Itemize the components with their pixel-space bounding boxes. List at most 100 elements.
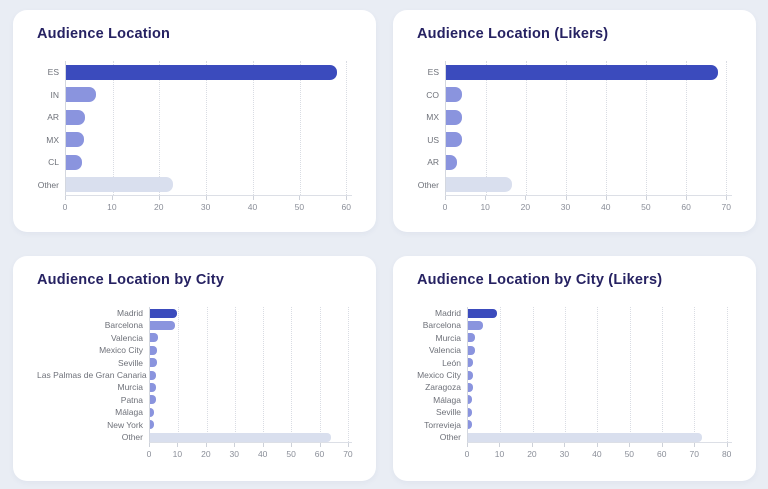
tick-label: 50 [624, 449, 635, 460]
tick-mark [346, 196, 348, 200]
gridline [206, 61, 208, 195]
bar-es [446, 64, 719, 80]
bar-row [66, 61, 352, 84]
category-label: Barcelona [104, 320, 143, 331]
category-label: Other [439, 431, 461, 442]
category-label: MX [46, 134, 59, 145]
bar-murcia [468, 333, 476, 343]
gridline [178, 307, 180, 443]
category-label: Las Palmas de Gran Canaria [37, 369, 147, 380]
category-label: Other [417, 179, 439, 190]
tick-mark [319, 443, 321, 448]
chart-card-audience-location-by-city-likers: Audience Location by City (Likers) Madri… [393, 256, 756, 481]
gridline [500, 307, 502, 443]
category-label: Valencia [111, 332, 143, 343]
bar-row [66, 174, 352, 197]
bar-row [468, 431, 732, 443]
tick-label: 10 [480, 202, 490, 212]
category-label: Madrid [117, 308, 143, 318]
tick-mark [347, 443, 349, 448]
tick-mark [445, 196, 446, 200]
bar-other [66, 177, 174, 193]
tick-mark [686, 196, 688, 200]
bar-row [150, 419, 352, 431]
bar-row [446, 151, 732, 174]
bar-row [150, 369, 352, 381]
bar-valencia [468, 345, 476, 355]
tick-mark [252, 196, 254, 200]
gridline [319, 307, 321, 443]
x-axis: 0 10 20 30 40 50 60 [63, 196, 352, 213]
tick-mark [694, 443, 696, 448]
bar-málaga [468, 395, 473, 405]
bar-las-palmas-de-gran-canaria [150, 370, 156, 380]
tick-label: 70 [689, 449, 699, 460]
tick-mark [111, 196, 113, 200]
gridline [532, 307, 534, 443]
gridline [526, 61, 528, 195]
bar-row [468, 357, 732, 369]
tick-label: 20 [201, 449, 211, 460]
gridline [346, 61, 348, 195]
bar-chart-audience-location-by-city-likers: Madrid Barcelona Murcia Valencia León Mexico … [417, 307, 732, 460]
bar-row [468, 307, 732, 319]
bar-barcelona [468, 321, 483, 331]
bar-mexico-city [468, 370, 474, 380]
bar-seville [468, 407, 473, 417]
category-label: CO [426, 89, 439, 100]
category-label: Valencia [429, 345, 461, 356]
bar-row [150, 406, 352, 418]
plot-area [467, 307, 732, 444]
tick-label: 40 [257, 449, 268, 460]
tick-mark [525, 196, 527, 200]
gridline [646, 61, 648, 195]
tick-label: 0 [442, 202, 448, 212]
bar-row [468, 419, 732, 431]
bar-mx [446, 109, 463, 125]
category-label: AR [427, 157, 439, 167]
bar-row [150, 431, 352, 443]
tick-mark [485, 196, 487, 200]
tick-label: 80 [721, 449, 732, 460]
tick-label: 0 [464, 449, 470, 460]
x-axis: 0 10 20 30 40 50 60 70 [147, 443, 353, 460]
tick-label: 60 [657, 449, 667, 460]
gridline [234, 307, 236, 443]
bar-madrid [468, 308, 498, 318]
tick-mark [177, 443, 179, 448]
chart-card-audience-location-likers: Audience Location (Likers) ES CO MX US AR Oth… [393, 10, 756, 232]
bar-patna [150, 395, 156, 405]
tick-mark [661, 443, 663, 448]
bar-row [446, 174, 732, 197]
category-label: ES [427, 67, 439, 77]
chart-card-audience-location: Audience Location ES IN AR MX CL Other 0 10 20 30… [13, 10, 376, 232]
bar-ar [66, 109, 86, 125]
gridline [686, 61, 688, 195]
tick-label: 40 [247, 202, 258, 212]
bar-row [468, 319, 732, 331]
bar-mx [66, 132, 84, 148]
bar-row [446, 106, 732, 129]
tick-label: 70 [343, 449, 353, 460]
y-axis-labels: ES CO MX US AR Other [417, 61, 445, 213]
bar-row [468, 394, 732, 406]
tick-label: 50 [294, 202, 305, 212]
bar-row [468, 406, 732, 418]
bar-zaragoza [468, 383, 474, 393]
bar-row [150, 332, 352, 344]
tick-label: 30 [229, 449, 239, 460]
bar-row [150, 394, 352, 406]
category-label: Barcelona [422, 320, 461, 331]
tick-label: 60 [341, 202, 351, 212]
tick-mark [629, 443, 631, 448]
chart-title: Audience Location by City (Likers) [417, 272, 663, 288]
gridline [629, 307, 631, 443]
gridline [565, 307, 567, 443]
tick-label: 60 [681, 202, 691, 212]
bar-row [66, 129, 352, 152]
tick-label: 50 [286, 449, 296, 460]
category-label: Other [37, 179, 59, 190]
tick-mark [205, 443, 207, 448]
tick-label: 70 [721, 202, 731, 212]
category-label: Seville [435, 407, 461, 418]
